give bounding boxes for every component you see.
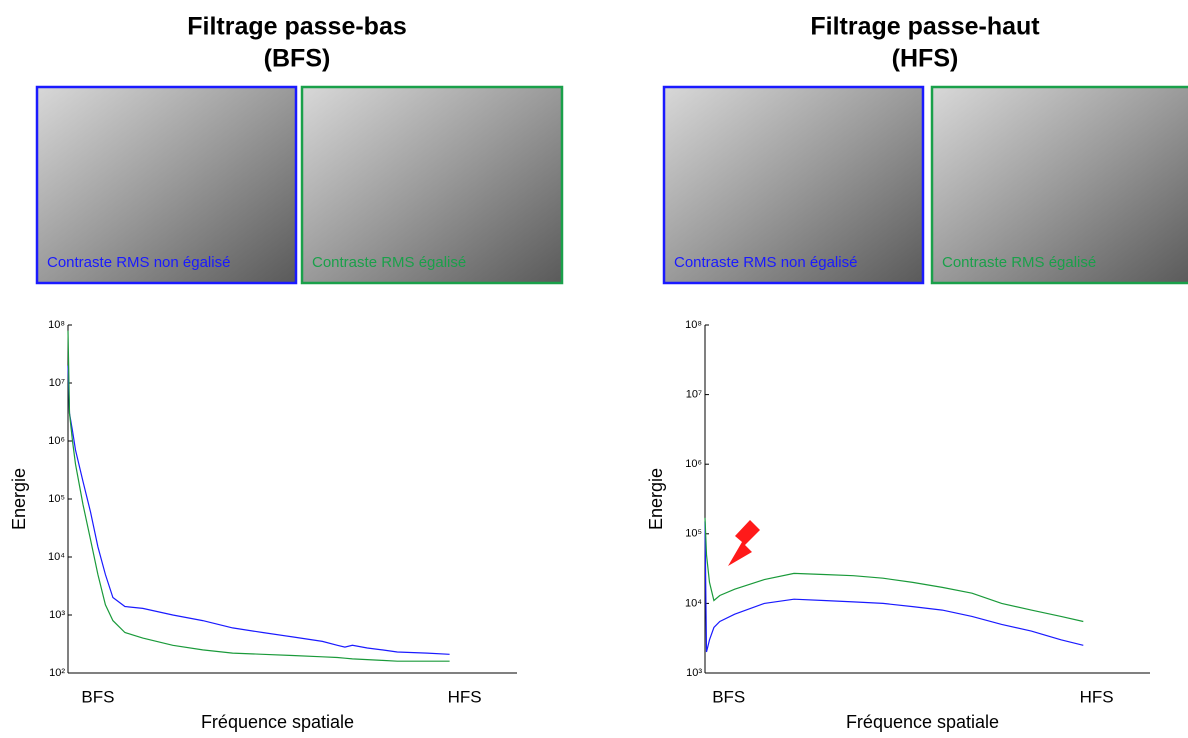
chart-title: Filtrage passe-haut bbox=[810, 13, 1040, 41]
y-tick-label: 10³ bbox=[686, 667, 702, 679]
series-line bbox=[704, 521, 1084, 653]
x-axis-label: Fréquence spatiale bbox=[846, 712, 999, 732]
image bbox=[35, 85, 298, 285]
image bbox=[662, 85, 925, 285]
chart-title: Filtrage passe-bas bbox=[187, 13, 407, 41]
chart-subtitle: (HFS) bbox=[892, 45, 959, 73]
x-tick-label: HFS bbox=[1080, 687, 1114, 706]
image-caption: Contraste RMS égalisé bbox=[942, 254, 1096, 271]
y-tick-label: 10⁶ bbox=[48, 435, 65, 447]
y-tick-label: 10² bbox=[49, 667, 65, 679]
y-tick-label: 10⁴ bbox=[48, 551, 65, 563]
series-line bbox=[67, 365, 450, 655]
y-tick-label: 10⁵ bbox=[48, 493, 65, 505]
y-tick-label: 10⁸ bbox=[48, 319, 65, 331]
image bbox=[930, 85, 1188, 285]
series-line bbox=[704, 517, 1084, 623]
y-axis-label: Energie bbox=[9, 468, 29, 530]
chart-subtitle: (BFS) bbox=[264, 45, 331, 73]
x-tick-label: HFS bbox=[448, 687, 482, 706]
arrow bbox=[728, 520, 760, 566]
y-tick-label: 10⁴ bbox=[685, 597, 702, 609]
y-axis-label: Energie bbox=[646, 468, 666, 530]
x-tick-label: BFS bbox=[81, 687, 114, 706]
series-line bbox=[67, 330, 450, 662]
y-tick-label: 10⁸ bbox=[685, 319, 702, 331]
image-caption: Contraste RMS non égalisé bbox=[674, 254, 857, 271]
y-tick-label: 10⁶ bbox=[685, 458, 702, 470]
y-tick-label: 10⁷ bbox=[49, 377, 65, 389]
x-tick-label: BFS bbox=[712, 687, 745, 706]
y-tick-label: 10³ bbox=[49, 609, 65, 621]
image-caption: Contraste RMS non égalisé bbox=[47, 254, 230, 271]
y-tick-label: 10⁵ bbox=[685, 528, 702, 540]
image bbox=[300, 85, 564, 285]
y-tick-label: 10⁷ bbox=[686, 389, 702, 401]
image-caption: Contraste RMS égalisé bbox=[312, 254, 466, 271]
x-axis-label: Fréquence spatiale bbox=[201, 712, 354, 732]
